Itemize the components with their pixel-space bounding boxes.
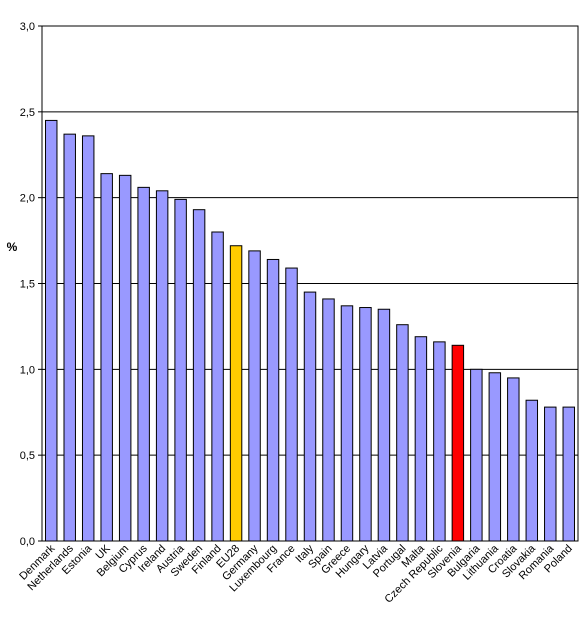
bar-cyprus (137, 186, 150, 542)
y-tick-label: 3,0 (20, 21, 35, 33)
bar-austria (174, 198, 187, 542)
bar-portugal (396, 324, 409, 542)
bars (45, 119, 575, 542)
y-tick-label: 0,0 (20, 536, 35, 548)
y-tick-label: 1,5 (20, 279, 35, 291)
plot-area-frame (41, 25, 579, 542)
y-tick-label: 1,0 (20, 364, 35, 376)
bar-belgium (118, 174, 132, 542)
bar-slovenia (451, 344, 465, 542)
bar-finland (211, 231, 224, 542)
bar-poland (562, 406, 575, 542)
bar-italy (303, 291, 317, 542)
bar-bulgaria (470, 368, 483, 542)
y-axis-label: % (7, 240, 18, 254)
bar-hungary (359, 307, 372, 542)
bar-estonia (81, 135, 95, 542)
bar-croatia (507, 377, 520, 542)
bar-luxembourg (266, 258, 280, 542)
bar-lithuania (488, 372, 502, 542)
bar-spain (322, 298, 335, 542)
bar-latvia (377, 308, 391, 542)
y-tick-label: 0,5 (20, 450, 35, 462)
bar-slovakia (525, 399, 539, 542)
bar-eu28 (229, 245, 243, 542)
bar-malta (414, 336, 428, 542)
bar-denmark (45, 119, 58, 542)
bar-netherlands (63, 133, 76, 542)
bar-ireland (155, 190, 169, 542)
bar-czech-republic (433, 341, 446, 542)
bar-germany (248, 250, 261, 542)
bar-greece (340, 305, 354, 542)
bar-sweden (192, 209, 206, 542)
y-tick-label: 2,5 (20, 107, 35, 119)
y-tick-label: 2,0 (20, 193, 35, 205)
bar-romania (544, 406, 557, 542)
y-axis-ticks: 0,0 0,5 1,0 1,5 2,0 2,5 3,0 (20, 21, 42, 548)
bar-france (285, 267, 298, 542)
bar-uk (100, 173, 113, 542)
